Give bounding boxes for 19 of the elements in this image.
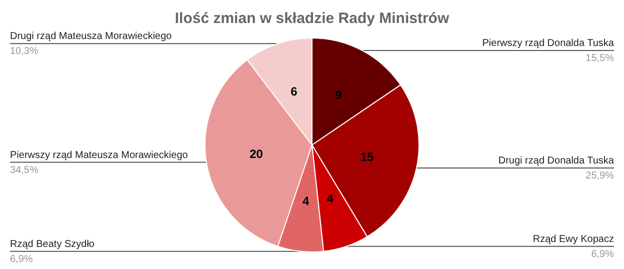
text: 10,3%: [10, 46, 38, 58]
slice-label: Rząd Beaty Szydło: [10, 238, 95, 250]
data-label: 20: [250, 147, 264, 162]
slice-label: Rząd Ewy Kopacz: [532, 234, 614, 245]
slice-label: Drugi rząd Donalda Tuska: [498, 156, 614, 166]
chart-title: Ilość zmian w składzie Rady Ministrów: [174, 10, 450, 27]
text: 15,5%: [586, 52, 614, 64]
slice-label: Pierwszy rząd Mateusza Morawieckiego: [10, 150, 188, 161]
data-label: 6: [290, 84, 298, 98]
data-label: 15: [360, 150, 374, 164]
slice-label: Drugi rząd Mateusza Morawieckiego: [10, 31, 172, 42]
text: 34,5%: [10, 164, 38, 176]
data-label: 4: [302, 194, 310, 208]
text: 6,9%: [10, 254, 33, 265]
data-label: 9: [335, 88, 342, 102]
slice-label: Pierwszy rząd Donalda Tuska: [482, 38, 614, 49]
text: 6,9%: [591, 248, 614, 260]
data-label: 4: [326, 192, 334, 206]
text: 25,9%: [586, 170, 614, 182]
